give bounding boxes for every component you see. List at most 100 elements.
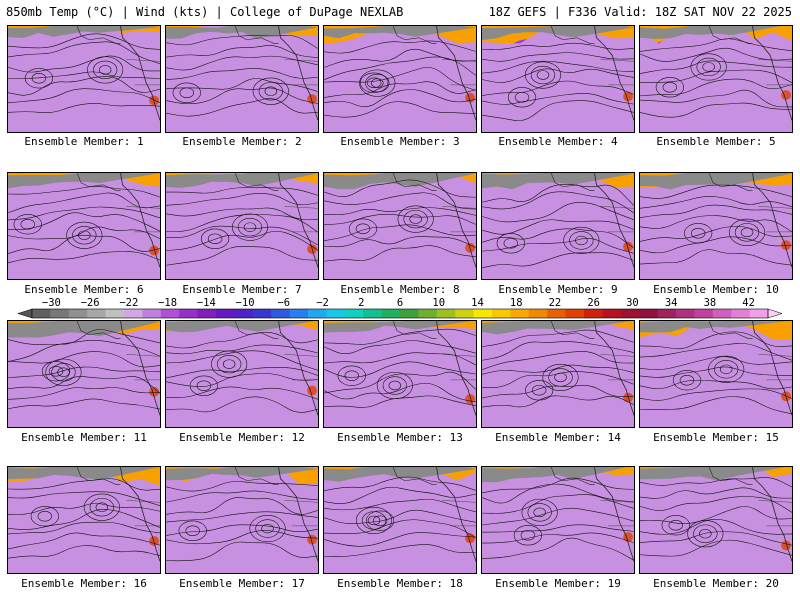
height-contour [324, 382, 476, 403]
colorbar-min-arrow [17, 308, 33, 319]
ensemble-member-label: Ensemble Member: 18 [337, 577, 463, 590]
state-borders [126, 354, 160, 381]
coastline [436, 26, 476, 121]
ensemble-member-map [7, 172, 161, 280]
height-contour [324, 395, 476, 408]
height-contour [482, 483, 634, 504]
height-contour [324, 192, 476, 210]
height-contour [640, 331, 792, 350]
closed-contour [403, 209, 428, 229]
alaska-coastline [550, 321, 595, 339]
height-contour [8, 103, 160, 113]
colorbar-swatch [124, 309, 143, 318]
closed-contour [360, 72, 389, 93]
height-contour [324, 509, 476, 524]
height-contour [8, 76, 160, 96]
ensemble-member-map [639, 172, 793, 280]
height-contour [482, 202, 634, 223]
height-contour [166, 207, 318, 220]
colorbar-tick-label: 42 [742, 297, 755, 309]
temperature-band [324, 26, 476, 132]
colorbar-swatch [528, 309, 548, 318]
colorbar-tick-label: −22 [119, 297, 138, 309]
height-contour [8, 251, 160, 264]
colorbar-swatch [584, 309, 603, 318]
state-borders [284, 59, 318, 86]
height-contour [482, 507, 634, 526]
closed-contour [507, 87, 537, 108]
alaska-coastline [392, 467, 437, 485]
closed-contour [530, 65, 556, 85]
height-contour [482, 351, 634, 370]
height-contour [324, 81, 476, 98]
colorbar-swatch [344, 309, 364, 318]
colorbar-swatch [400, 309, 419, 318]
closed-contour [397, 205, 434, 233]
closed-contour [734, 223, 760, 242]
height-contour [166, 490, 318, 503]
closed-contour [496, 233, 525, 254]
closed-contour [527, 503, 552, 522]
temperature-band [8, 173, 160, 279]
height-contour [324, 56, 476, 80]
height-contour [482, 42, 634, 50]
coastline [120, 26, 160, 121]
state-borders [126, 206, 160, 233]
height-contour [640, 89, 792, 108]
closed-contour [365, 73, 390, 93]
ensemble-member-map [639, 466, 793, 574]
colorbar-swatch [510, 309, 530, 318]
state-borders [758, 59, 792, 86]
coastline [752, 321, 792, 416]
warm-spot [623, 91, 634, 102]
height-contour [8, 234, 160, 254]
ensemble-member-map [165, 172, 319, 280]
height-contour [482, 68, 634, 83]
temperature-band [166, 26, 318, 132]
warm-spot [307, 94, 318, 104]
colorbar-swatch [87, 309, 106, 318]
height-contour [324, 352, 476, 366]
height-contour [166, 396, 318, 413]
colorbar-swatch [289, 309, 309, 318]
colorbar-swatch [179, 309, 198, 318]
closed-contour [337, 365, 366, 386]
ensemble-member-label: Ensemble Member: 7 [182, 283, 302, 296]
alaska-coastline [234, 26, 279, 44]
ensemble-member-label: Ensemble Member: 19 [495, 577, 621, 590]
height-contour [640, 236, 792, 254]
colorbar-tick-label: 30 [626, 297, 639, 309]
height-contour [482, 524, 634, 533]
closed-contour [264, 86, 278, 96]
ensemble-member-label: Ensemble Member: 11 [21, 431, 147, 444]
height-contour [640, 215, 792, 233]
closed-contour [249, 515, 286, 543]
temperature-band [482, 467, 634, 573]
height-contour [8, 491, 160, 506]
closed-contour [57, 367, 70, 377]
cold-region [640, 321, 789, 333]
height-contour [166, 350, 318, 371]
closed-contour [200, 228, 230, 249]
ensemble-member-map [323, 172, 477, 280]
closed-contour [563, 226, 600, 254]
alaska-coastline [392, 173, 437, 191]
colorbar-swatch [381, 309, 401, 318]
coastline [594, 26, 634, 121]
closed-contour [261, 523, 274, 534]
height-contour [166, 373, 318, 388]
height-contour [324, 532, 476, 547]
cold-region [324, 467, 476, 482]
closed-contour [514, 92, 530, 103]
closed-contour [409, 214, 422, 224]
closed-contour [41, 361, 71, 382]
warm-spot [781, 90, 792, 100]
coastline [120, 173, 160, 268]
cold-region [640, 26, 782, 39]
alaska-coastline [708, 173, 753, 191]
height-contour [166, 98, 318, 117]
closed-contour [98, 65, 112, 75]
height-contour [8, 532, 160, 550]
closed-contour [684, 223, 713, 244]
alaska-coastline [550, 467, 595, 485]
